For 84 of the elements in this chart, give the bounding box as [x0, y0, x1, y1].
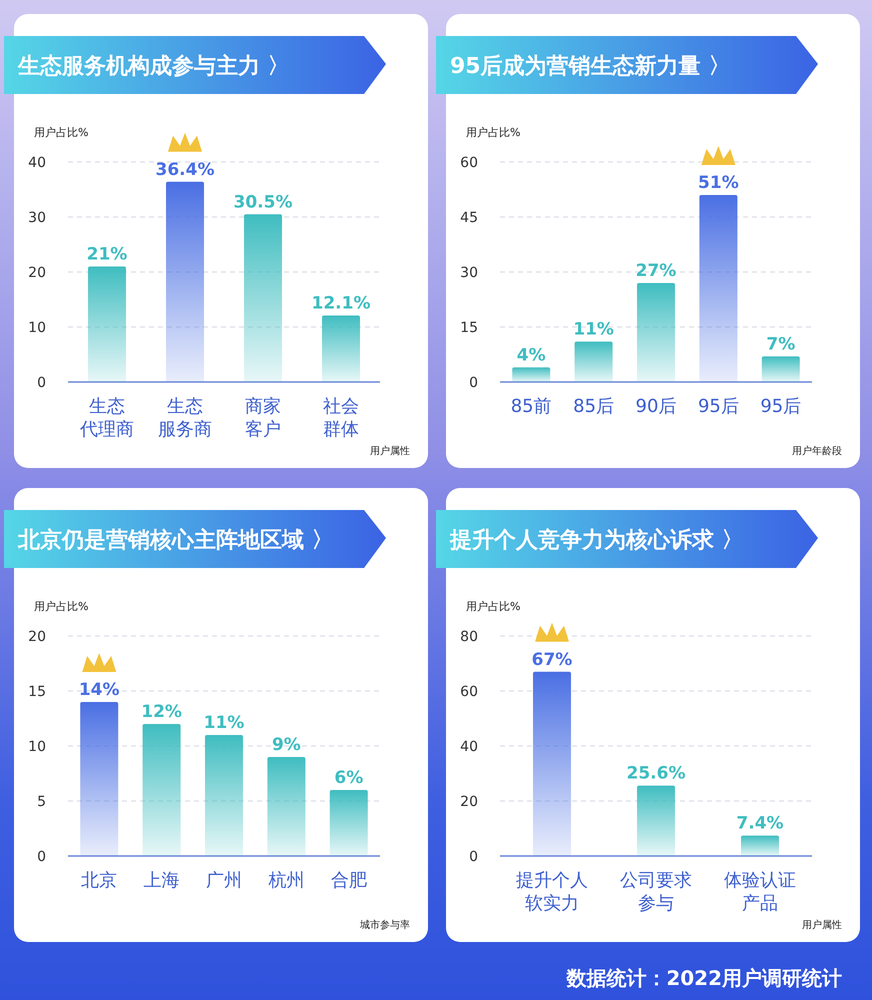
x-axis-title: 用户年龄段 — [792, 445, 842, 457]
bar — [322, 315, 360, 382]
y-tick-label: 60 — [460, 155, 478, 171]
bar — [574, 342, 613, 382]
data-label: 11% — [573, 320, 614, 340]
chart-title: 95后成为营销生态新力量 〉 — [450, 53, 730, 79]
x-tick-label: 95后 — [698, 396, 739, 417]
chart-title: 北京仍是营销核心主阵地区域 〉 — [17, 527, 334, 553]
y-tick-label: 20 — [28, 629, 46, 645]
x-tick-label: 90后 — [636, 396, 676, 417]
data-label: 4% — [516, 345, 546, 366]
y-tick-label: 60 — [460, 684, 478, 700]
y-tick-label: 20 — [28, 265, 46, 281]
bar — [205, 735, 243, 856]
text: 数据统计：2022用户调研统计 — [566, 965, 842, 992]
chart-title: 生态服务机构成参与主力 〉 — [17, 53, 290, 79]
x-tick-label: 公司要求参与 — [620, 870, 692, 914]
y-tick-label: 0 — [37, 849, 46, 865]
y-tick-label: 5 — [37, 794, 46, 810]
x-tick-label: 95后 — [760, 396, 802, 417]
x-tick-label: 上海 — [144, 870, 180, 891]
bar — [512, 367, 550, 382]
x-tick-label: 商家客户 — [245, 396, 281, 440]
data-label: 6% — [334, 768, 364, 788]
y-axis-title: 用户占比% — [34, 600, 88, 613]
x-tick-label: 85后 — [573, 396, 614, 417]
y-tick-label: 30 — [460, 265, 478, 281]
y-tick-label: 80 — [460, 629, 478, 645]
y-tick-label: 40 — [28, 155, 46, 171]
bar — [244, 214, 282, 382]
x-tick-label: 提升个人软实力 — [516, 870, 588, 914]
data-label: 30.5% — [234, 192, 292, 212]
y-axis-title: 用户占比% — [466, 600, 520, 613]
bar — [166, 182, 204, 382]
bar — [699, 195, 738, 382]
x-axis-title: 城市参与率 — [359, 919, 410, 931]
data-label: 12% — [141, 702, 182, 722]
data-label: 7.4% — [736, 814, 784, 834]
y-tick-label: 10 — [28, 739, 46, 755]
bar — [80, 702, 118, 856]
data-label: 67% — [532, 650, 572, 670]
bar — [762, 356, 800, 382]
y-tick-label: 0 — [469, 849, 478, 865]
x-tick-label: 合肥 — [330, 870, 367, 891]
x-tick-label: 社会群体 — [323, 396, 359, 440]
y-tick-label: 0 — [37, 375, 46, 391]
y-axis-title: 用户占比% — [466, 126, 520, 139]
y-tick-label: 20 — [460, 794, 478, 810]
data-label: 7% — [766, 334, 796, 354]
y-tick-label: 45 — [460, 210, 478, 226]
y-tick-label: 10 — [28, 320, 46, 336]
data-label: 27% — [636, 261, 676, 281]
data-label: 11% — [204, 713, 244, 733]
data-label: 36.4% — [156, 160, 214, 180]
data-label: 9% — [272, 735, 301, 755]
y-tick-label: 30 — [28, 210, 46, 226]
x-tick-label: 生态服务商 — [158, 396, 212, 440]
bar — [637, 786, 675, 856]
x-tick-label: 85前 — [510, 396, 552, 417]
x-axis-title: 用户属性 — [370, 445, 410, 457]
bar — [267, 757, 306, 856]
bar — [741, 836, 779, 856]
chart-title: 提升个人竞争力为核心诉求 〉 — [449, 527, 744, 553]
data-label: 12.1% — [312, 293, 370, 314]
data-label: 21% — [86, 244, 128, 264]
x-tick-label: 北京 — [81, 870, 118, 891]
data-label: 51% — [698, 173, 739, 193]
bar — [88, 266, 126, 382]
bar — [142, 724, 181, 856]
bar — [330, 790, 368, 856]
x-tick-label: 广州 — [206, 870, 242, 891]
x-tick-label: 杭州 — [267, 870, 304, 891]
y-tick-label: 40 — [460, 739, 478, 755]
bar — [637, 283, 675, 382]
x-tick-label: 生态代理商 — [79, 396, 134, 440]
x-tick-label: 体验认证产品 — [724, 870, 796, 914]
data-label: 14% — [78, 680, 120, 700]
data-label: 25.6% — [626, 764, 686, 784]
bar — [533, 672, 571, 856]
y-tick-label: 0 — [469, 375, 478, 391]
x-axis-title: 用户属性 — [802, 919, 842, 931]
y-tick-label: 15 — [460, 320, 478, 336]
y-axis-title: 用户占比% — [34, 126, 88, 139]
y-tick-label: 15 — [28, 684, 46, 700]
